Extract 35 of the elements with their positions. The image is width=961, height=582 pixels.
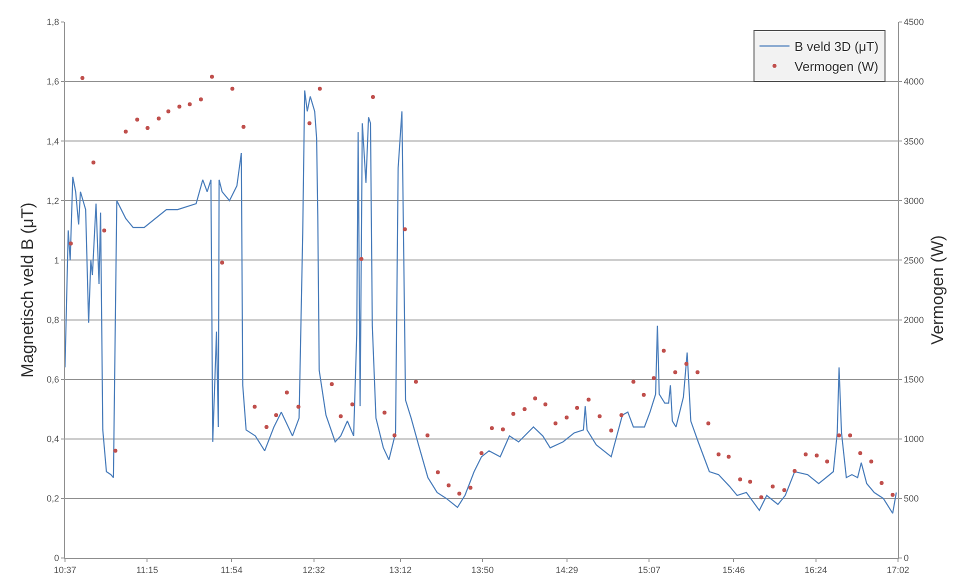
y-tick-label: 0,8 bbox=[46, 314, 60, 325]
y-axis-title: Magnetisch veld B (μT) bbox=[18, 202, 38, 378]
y2-axis-title: Vermogen (W) bbox=[928, 235, 948, 345]
y2-tick-label: 1500 bbox=[904, 374, 924, 384]
x-tick-label: 14:29 bbox=[556, 564, 578, 575]
legend-label: Vermogen (W) bbox=[794, 58, 878, 74]
y-tick-label: 0,4 bbox=[46, 434, 60, 444]
x-tick-label: 17:02 bbox=[886, 564, 910, 575]
x-tick-label: 15:07 bbox=[638, 564, 661, 575]
y-tick-label: 1,2 bbox=[46, 196, 60, 206]
y-tick-label: 0 bbox=[54, 553, 60, 564]
y2-tick-label: 2000 bbox=[904, 314, 924, 325]
x-tick-label: 12:32 bbox=[302, 564, 326, 575]
legend-label: B veld 3D (μT) bbox=[794, 39, 879, 54]
y2-tick-label: 2500 bbox=[904, 255, 924, 266]
y-tick-label: 1,6 bbox=[46, 76, 60, 87]
y-tick-label: 1,8 bbox=[46, 17, 60, 28]
x-tick-label: 10:37 bbox=[54, 564, 76, 575]
y-tick-label: 1,4 bbox=[46, 136, 60, 146]
y-tick-label: 0,6 bbox=[46, 374, 60, 384]
y2-tick-label: 4500 bbox=[904, 17, 924, 28]
y-tick-label: 0,2 bbox=[46, 494, 60, 504]
y2-tick-label: 0 bbox=[904, 553, 909, 564]
x-tick-label: 11:15 bbox=[136, 564, 158, 575]
y2-tick-label: 4000 bbox=[904, 76, 924, 87]
x-tick-label: 13:12 bbox=[389, 564, 412, 575]
y-tick-label: 1 bbox=[54, 255, 60, 266]
y2-tick-label: 3500 bbox=[904, 136, 924, 146]
x-tick-label: 11:54 bbox=[220, 564, 242, 575]
x-tick-label: 13:50 bbox=[471, 564, 494, 575]
x-tick-label: 16:24 bbox=[804, 564, 828, 575]
y2-tick-label: 1000 bbox=[904, 434, 924, 444]
y2-tick-label: 500 bbox=[904, 494, 919, 504]
x-tick-label: 15:46 bbox=[722, 564, 745, 575]
y2-tick-label: 3000 bbox=[904, 196, 924, 206]
